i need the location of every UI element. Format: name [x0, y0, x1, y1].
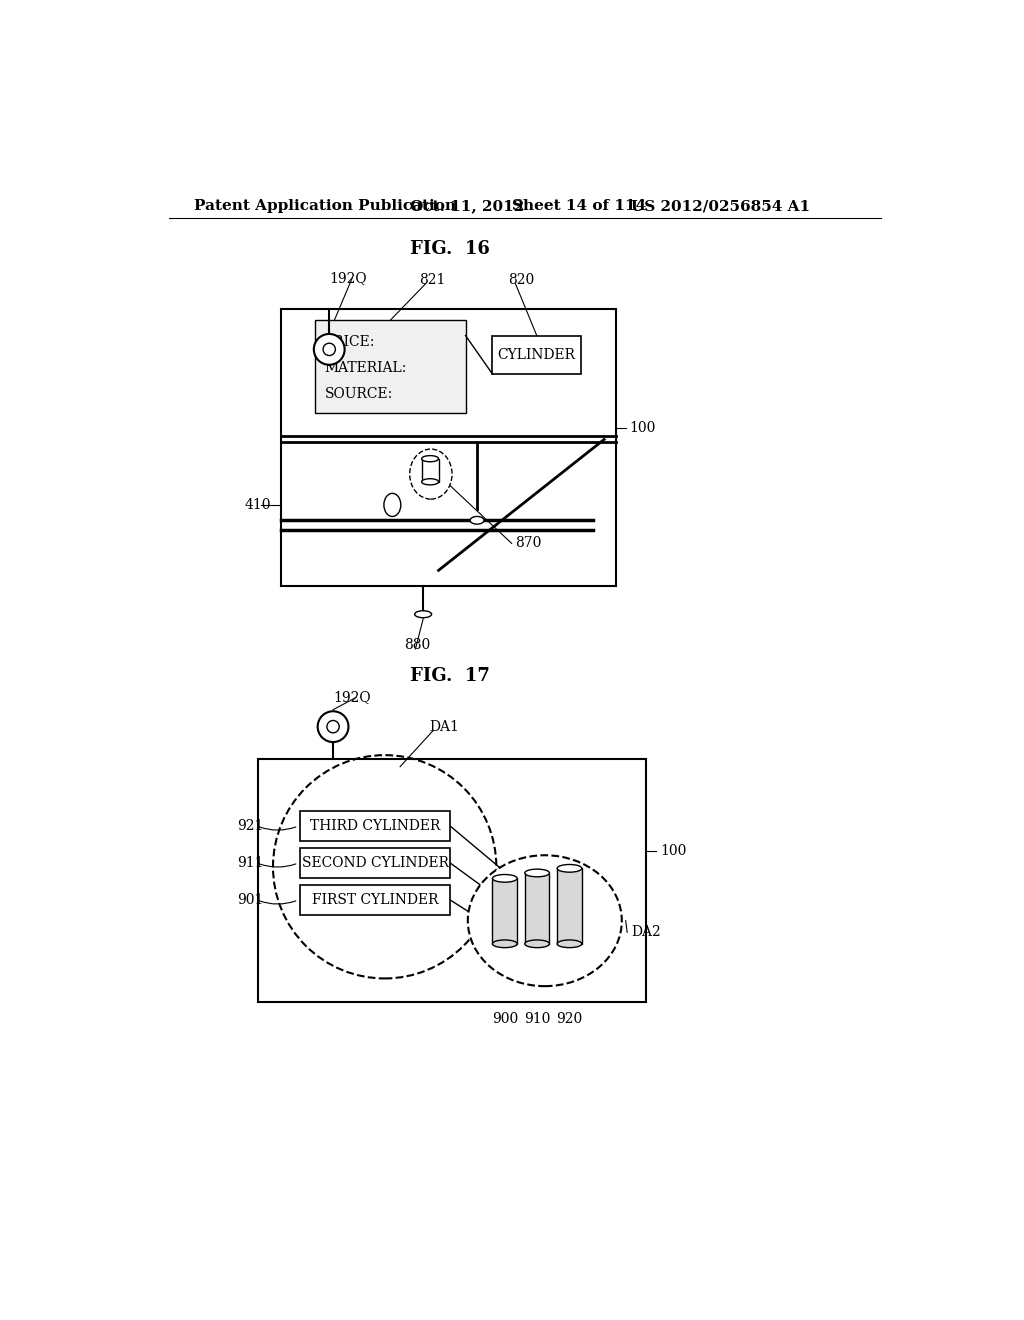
Text: DA1: DA1: [429, 719, 459, 734]
Text: 820: 820: [508, 273, 535, 286]
Text: 910: 910: [524, 1012, 550, 1026]
Text: 192Q: 192Q: [333, 690, 371, 705]
Ellipse shape: [468, 855, 622, 986]
Text: PRICE:: PRICE:: [325, 335, 375, 348]
Text: US 2012/0256854 A1: US 2012/0256854 A1: [631, 199, 810, 213]
Bar: [300, 886, 451, 915]
Bar: [524, 873, 550, 944]
Ellipse shape: [524, 940, 550, 948]
Text: 410: 410: [245, 498, 271, 512]
Ellipse shape: [493, 940, 517, 948]
Ellipse shape: [422, 479, 438, 484]
Bar: [493, 878, 517, 944]
Text: DA2: DA2: [631, 925, 660, 940]
Ellipse shape: [524, 869, 550, 876]
Text: Oct. 11, 2012: Oct. 11, 2012: [410, 199, 524, 213]
Text: 821: 821: [419, 273, 445, 286]
Text: 870: 870: [515, 536, 542, 550]
Bar: [300, 812, 451, 841]
Text: CYLINDER: CYLINDER: [498, 347, 575, 362]
Ellipse shape: [557, 940, 582, 948]
Text: THIRD CYLINDER: THIRD CYLINDER: [310, 818, 440, 833]
Bar: [493, 335, 581, 374]
Bar: [258, 759, 646, 1002]
Text: 100: 100: [660, 845, 687, 858]
Text: 192Q: 192Q: [330, 271, 367, 285]
Circle shape: [323, 343, 336, 355]
Ellipse shape: [410, 449, 452, 499]
Text: FIG.  17: FIG. 17: [411, 667, 490, 685]
Circle shape: [313, 334, 345, 364]
Text: FIRST CYLINDER: FIRST CYLINDER: [311, 892, 438, 907]
Text: Patent Application Publication: Patent Application Publication: [195, 199, 457, 213]
Circle shape: [327, 721, 339, 733]
Text: SECOND CYLINDER: SECOND CYLINDER: [301, 855, 449, 870]
Bar: [557, 869, 582, 944]
Text: SOURCE:: SOURCE:: [325, 387, 393, 401]
Text: 900: 900: [492, 1012, 518, 1026]
Bar: [281, 309, 615, 586]
Text: 901: 901: [237, 892, 263, 907]
Ellipse shape: [415, 611, 432, 618]
Ellipse shape: [493, 874, 517, 882]
Text: 100: 100: [630, 421, 656, 434]
Text: FIG.  16: FIG. 16: [411, 240, 490, 259]
Text: Sheet 14 of 114: Sheet 14 of 114: [512, 199, 646, 213]
Text: 921: 921: [237, 818, 263, 833]
Text: 911: 911: [237, 855, 263, 870]
Text: MATERIAL:: MATERIAL:: [325, 360, 407, 375]
Ellipse shape: [422, 455, 438, 462]
Bar: [300, 849, 451, 878]
Ellipse shape: [470, 516, 484, 524]
Text: 920: 920: [556, 1012, 583, 1026]
Ellipse shape: [557, 865, 582, 873]
Text: 880: 880: [403, 638, 430, 652]
Bar: [422, 459, 438, 482]
Circle shape: [317, 711, 348, 742]
Bar: [315, 321, 466, 412]
Ellipse shape: [384, 494, 400, 516]
